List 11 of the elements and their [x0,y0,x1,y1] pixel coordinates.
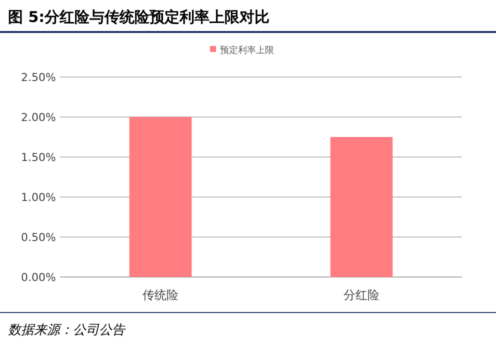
chart-title: 图 5:分红险与传统险预定利率上限对比 [8,8,270,26]
y-tick-label: 1.50% [21,150,56,164]
y-tick-label: 2.50% [21,70,56,84]
source-note: 数据来源：公司公告 [8,323,126,338]
y-tick-label: 1.00% [21,190,56,204]
legend-label: 预定利率上限 [220,45,274,56]
y-tick-label: 0.50% [21,230,56,244]
x-tick-label: 分红险 [344,288,380,302]
x-tick-label: 传统险 [142,288,178,302]
y-tick-label: 2.00% [21,110,56,124]
y-tick-label: 0.00% [21,270,56,284]
